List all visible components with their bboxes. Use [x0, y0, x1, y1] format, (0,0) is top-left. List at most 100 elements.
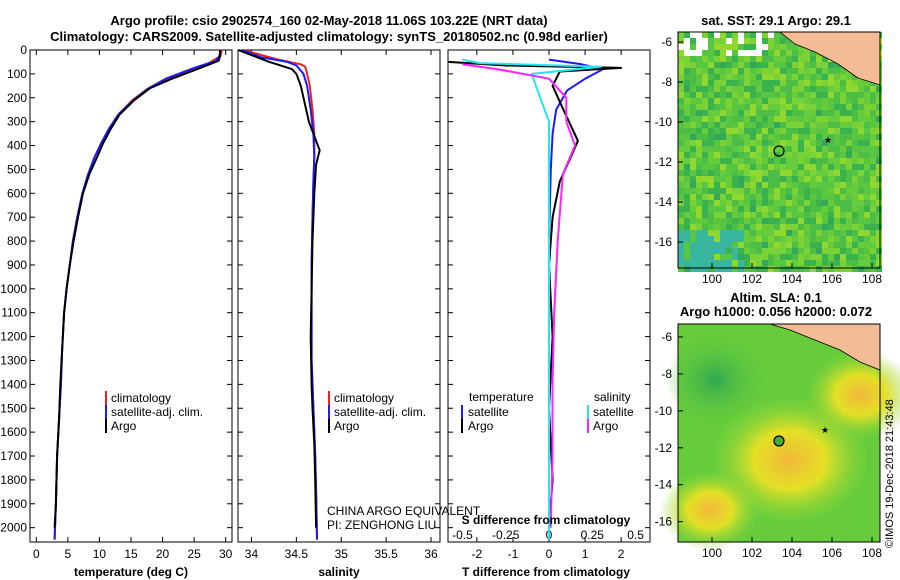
- sst-pixel: [810, 176, 816, 182]
- sst-pixel: [774, 224, 780, 230]
- x2-tick-label: -0.25: [492, 528, 520, 542]
- depth-tick-label: 1900: [0, 497, 27, 511]
- sst-pixel: [762, 164, 768, 170]
- sst-pixel: [774, 140, 780, 146]
- sst-pixel: [750, 260, 756, 266]
- sla-map: ★: [660, 323, 900, 550]
- sst-pixel: [822, 194, 828, 200]
- sst-pixel: [864, 236, 870, 242]
- sst-pixel: [768, 92, 774, 98]
- sst-pixel: [738, 86, 744, 92]
- sst-pixel: [834, 194, 840, 200]
- sst-pixel: [774, 164, 780, 170]
- sst-pixel: [678, 134, 684, 140]
- sst-pixel: [768, 38, 774, 44]
- sst-pixel: [744, 50, 750, 56]
- sst-pixel: [840, 98, 846, 104]
- sst-pixel: [696, 56, 702, 62]
- sst-pixel: [678, 140, 684, 146]
- sst-pixel: [744, 56, 750, 62]
- sst-pixel: [756, 104, 762, 110]
- sst-pixel: [828, 74, 834, 80]
- sst-pixel: [816, 206, 822, 212]
- sst-pixel: [804, 212, 810, 218]
- sst-pixel: [774, 128, 780, 134]
- sst-pixel: [702, 194, 708, 200]
- sst-pixel: [684, 92, 690, 98]
- sst-pixel: [744, 260, 750, 266]
- sst-map-title: sat. SST: 29.1 Argo: 29.1: [701, 13, 851, 28]
- sst-pixel: [828, 98, 834, 104]
- sst-pixel: [810, 230, 816, 236]
- sst-pixel: [750, 56, 756, 62]
- sst-pixel: [714, 62, 720, 68]
- sst-pixel: [750, 266, 756, 272]
- sst-pixel: [792, 266, 798, 272]
- sst-pixel: [738, 62, 744, 68]
- sst-pixel: [870, 260, 876, 266]
- sst-pixel: [876, 206, 882, 212]
- sst-pixel: [870, 236, 876, 242]
- sst-pixel: [828, 110, 834, 116]
- sst-pixel: [864, 152, 870, 158]
- sst-pixel: [768, 128, 774, 134]
- sst-pixel: [786, 98, 792, 104]
- sst-pixel: [780, 236, 786, 242]
- sst-pixel: [714, 146, 720, 152]
- sst-pixel: [864, 218, 870, 224]
- sst-pixel: [720, 158, 726, 164]
- sst-pixel: [822, 254, 828, 260]
- sst-pixel: [780, 50, 786, 56]
- sst-pixel: [714, 248, 720, 254]
- sst-pixel: [846, 86, 852, 92]
- sst-pixel: [726, 230, 732, 236]
- lon-tick-label: 100: [702, 546, 722, 560]
- sst-pixel: [684, 32, 690, 38]
- sst-pixel: [696, 236, 702, 242]
- sst-pixel: [714, 86, 720, 92]
- sst-pixel: [738, 98, 744, 104]
- sst-pixel: [786, 104, 792, 110]
- sst-pixel: [840, 116, 846, 122]
- sst-pixel: [828, 266, 834, 272]
- sst-pixel: [834, 80, 840, 86]
- sst-pixel: [876, 122, 882, 128]
- sst-pixel: [876, 116, 882, 122]
- sst-pixel: [750, 38, 756, 44]
- sst-pixel: [702, 158, 708, 164]
- sst-pixel: [822, 56, 828, 62]
- sst-pixel: [690, 110, 696, 116]
- sst-pixel: [864, 176, 870, 182]
- sst-pixel: [876, 212, 882, 218]
- sla-map-frame: [677, 323, 881, 543]
- sst-pixel: [798, 194, 804, 200]
- sst-pixel: [810, 170, 816, 176]
- sst-pixel: [702, 182, 708, 188]
- sst-pixel: [714, 242, 720, 248]
- sst-pixel: [798, 116, 804, 122]
- sst-pixel: [780, 170, 786, 176]
- sst-pixel: [750, 248, 756, 254]
- sst-pixel: [780, 200, 786, 206]
- sst-pixel: [870, 176, 876, 182]
- sst-pixel: [744, 206, 750, 212]
- sst-pixel: [774, 32, 780, 38]
- sst-pixel: [858, 266, 864, 272]
- sst-pixel: [792, 116, 798, 122]
- sst-pixel: [840, 242, 846, 248]
- depth-tick-label: 500: [7, 162, 27, 176]
- sst-pixel: [744, 164, 750, 170]
- sst-pixel: [750, 170, 756, 176]
- sst-pixel: [768, 86, 774, 92]
- x2-tick-label: 0.25: [581, 528, 605, 542]
- sst-pixel: [708, 194, 714, 200]
- sst-pixel: [678, 110, 684, 116]
- series-line-temperature-argo: [447, 60, 623, 528]
- sst-pixel: [720, 236, 726, 242]
- sst-pixel: [714, 230, 720, 236]
- sst-pixel: [810, 92, 816, 98]
- sst-pixel: [870, 134, 876, 140]
- x-tick-label: 0: [33, 547, 40, 561]
- sst-pixel: [708, 50, 714, 56]
- sst-pixel: [822, 152, 828, 158]
